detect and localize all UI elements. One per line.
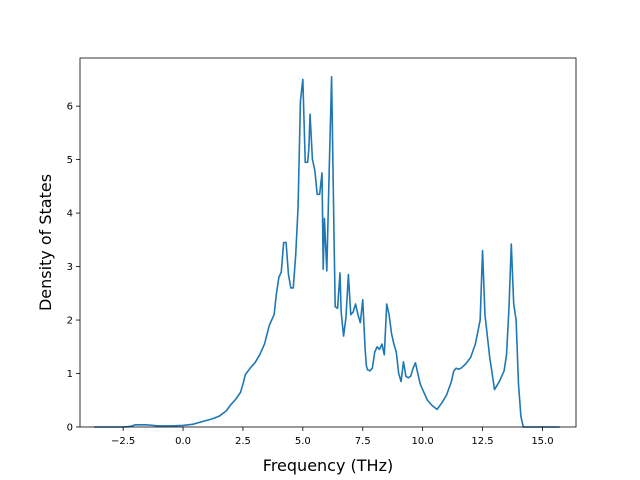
- x-axis-label: Frequency (THz): [263, 456, 393, 475]
- x-tick-label: 2.5: [235, 436, 251, 447]
- y-axis-label: Density of States: [36, 174, 55, 311]
- x-tick-label: 5.0: [295, 436, 311, 447]
- y-tick-label: 5: [67, 155, 73, 166]
- x-tick-label: −2.5: [111, 436, 135, 447]
- y-tick-label: 6: [67, 102, 73, 113]
- y-tick-label: 0: [67, 423, 73, 434]
- dos-series-line: [93, 75, 561, 428]
- y-tick-label: 1: [67, 369, 73, 380]
- plot-area: [93, 75, 561, 428]
- plot-frame: [79, 57, 577, 428]
- y-tick-label: 3: [67, 262, 73, 273]
- y-axis-ticks: 0 1 2 3 4 5 6: [67, 102, 80, 434]
- x-tick-label: 7.5: [355, 436, 371, 447]
- x-axis-ticks: −2.5 0.0 2.5 5.0 7.5 10.0 12.5 15.0: [111, 427, 554, 447]
- x-tick-label: 10.0: [412, 436, 434, 447]
- y-tick-label: 4: [67, 209, 73, 220]
- x-tick-label: 12.5: [471, 436, 493, 447]
- x-tick-label: 15.0: [531, 436, 553, 447]
- y-tick-label: 2: [67, 316, 73, 327]
- x-tick-label: 0.0: [175, 436, 191, 447]
